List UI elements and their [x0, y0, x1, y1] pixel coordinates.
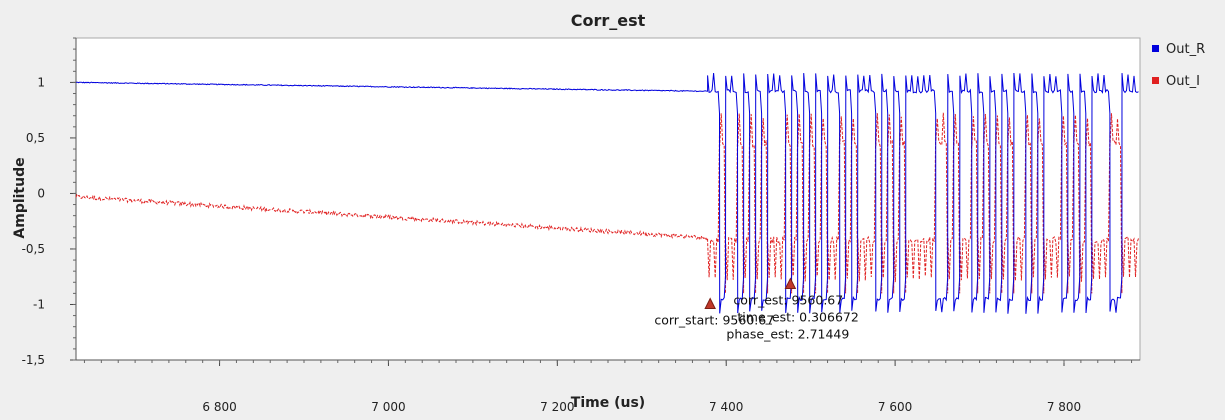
y-tick-label: 0,5: [26, 131, 45, 145]
annotation-label: time_est: 0.306672: [737, 309, 858, 324]
series-layer: [75, 72, 1139, 314]
legend-swatch-out-r: [1152, 45, 1159, 52]
x-axis-label: Time (us): [571, 395, 645, 411]
annotation-marker-corr-est[interactable]: [784, 277, 797, 289]
legend-label-out-i[interactable]: Out_I: [1166, 74, 1200, 89]
y-axis-label: Amplitude: [12, 157, 28, 238]
x-tick-label: 7 600: [878, 400, 912, 414]
x-tick-label: 6 800: [202, 400, 236, 414]
x-tick-label: 7 400: [709, 400, 743, 414]
x-tick-label: 7 000: [371, 400, 405, 414]
legend: Out_R Out_I: [1152, 42, 1205, 89]
y-tick-label: -0,5: [22, 242, 45, 256]
y-tick-label: 0: [37, 186, 45, 200]
series-line-out-r: [76, 72, 1139, 314]
chart-title: Corr_est: [571, 11, 646, 30]
plot-area[interactable]: [75, 37, 1141, 361]
annotation-label: corr_est: 9560.67: [733, 292, 843, 307]
axes: 1 0,5 0 -0,5 -1 -1,5 6 800 7 000 7 200 7 400 7 600…: [22, 37, 1140, 414]
annotation-layer: corr_start: 9560.67 corr_est: 9560.67 time…: [654, 277, 859, 341]
series-line-out-i: [75, 112, 1139, 294]
y-tick-label: -1: [33, 297, 45, 311]
annotation-label: phase_est: 2.71449: [726, 326, 849, 341]
legend-swatch-out-i: [1152, 77, 1159, 84]
y-tick-label: -1,5: [22, 353, 45, 367]
annotation-label: corr_start: 9560.67: [654, 312, 774, 327]
annotation-marker-corr-start[interactable]: [704, 297, 716, 309]
y-tick-label: 1: [37, 75, 45, 89]
x-tick-label: 7 200: [540, 400, 574, 414]
legend-label-out-r[interactable]: Out_R: [1166, 42, 1205, 57]
x-tick-label: 7 800: [1047, 400, 1081, 414]
